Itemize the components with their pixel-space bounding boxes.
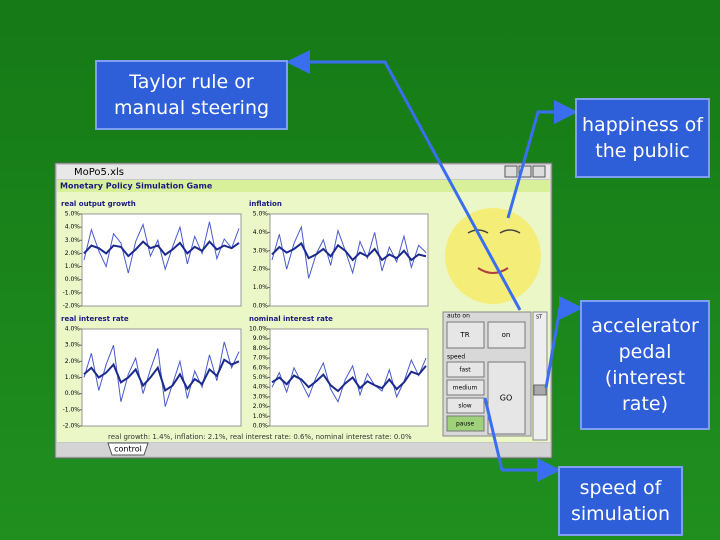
- callout-accelerator: accelerator pedal (interest rate): [580, 300, 710, 430]
- y-tick-label: 1.0%: [65, 263, 81, 270]
- panel-title: nominal interest rate: [249, 315, 333, 323]
- y-tick-label: 3.0%: [253, 247, 269, 254]
- happiness-face: [445, 208, 541, 304]
- y-tick-label: 0.0%: [253, 423, 269, 430]
- y-tick-label: 2.0%: [253, 403, 269, 410]
- face-mouth: [477, 267, 509, 274]
- close-button[interactable]: [532, 165, 546, 178]
- maximize-button[interactable]: [518, 165, 532, 178]
- speed-button[interactable]: [446, 397, 485, 414]
- y-tick-label: 0.0%: [65, 390, 81, 397]
- minimize-button[interactable]: [504, 165, 518, 178]
- panel-title: inflation: [249, 200, 282, 208]
- y-tick-label: -1.0%: [63, 406, 81, 413]
- y-tick-label: 1.0%: [65, 374, 81, 381]
- tab-label: control: [114, 445, 142, 454]
- speed-button[interactable]: [446, 379, 485, 396]
- y-tick-label: 4.0%: [253, 229, 269, 236]
- arrow-steering: [286, 50, 522, 311]
- title-bar: [57, 165, 550, 179]
- arrow-speed: [483, 397, 561, 482]
- tab-bar: [57, 443, 550, 456]
- panel-title: real interest rate: [61, 315, 129, 323]
- y-tick-label: -2.0%: [63, 303, 81, 310]
- status-line: real growth: 1.4%, inflation: 2.1%, real…: [108, 433, 412, 441]
- y-tick-label: 8.0%: [253, 345, 269, 352]
- callout-happiness: happiness of the public: [575, 98, 710, 178]
- speed-label: pause: [456, 421, 474, 428]
- series-line: [83, 240, 240, 258]
- y-tick-label: 3.0%: [65, 342, 81, 349]
- scroll-label: ST: [536, 315, 543, 321]
- callout-steering: Taylor rule or manual steering: [95, 60, 288, 130]
- y-tick-label: 0.0%: [253, 303, 269, 310]
- series-line: [83, 358, 240, 392]
- speed-button[interactable]: [446, 361, 485, 378]
- arrows: [286, 50, 583, 482]
- y-tick-label: 5.0%: [253, 211, 269, 218]
- interest-scrollbar[interactable]: [532, 311, 548, 441]
- go-label: GO: [500, 394, 513, 403]
- go-button[interactable]: [487, 361, 526, 435]
- y-tick-label: 4.0%: [65, 224, 81, 231]
- y-tick-label: 1.0%: [253, 413, 269, 420]
- callout-speed: speed of simulation: [558, 466, 683, 536]
- y-tick-label: -1.0%: [63, 289, 81, 296]
- auto-label: auto on: [447, 313, 470, 320]
- y-tick-label: 7.0%: [253, 355, 269, 362]
- plot-area: [269, 328, 429, 427]
- speed-label: slow: [458, 403, 471, 410]
- tr-label: TR: [459, 331, 469, 339]
- y-tick-label: 2.0%: [65, 358, 81, 365]
- tr-button[interactable]: [446, 321, 485, 349]
- series-line: [271, 241, 427, 262]
- arrow-happiness: [506, 100, 578, 219]
- y-tick-label: -2.0%: [63, 423, 81, 430]
- panel-title: real output growth: [61, 200, 136, 208]
- window-title: MoPo5.xls: [74, 167, 124, 178]
- header-bar: [57, 180, 550, 192]
- speed-label: speed: [447, 354, 465, 361]
- speed-button[interactable]: [446, 415, 485, 432]
- series-line: [271, 357, 427, 403]
- sheet-header: Monetary Policy Simulation Game: [60, 182, 213, 191]
- on-button[interactable]: [487, 321, 526, 349]
- y-tick-label: 10.0%: [249, 326, 268, 333]
- y-tick-label: 1.0%: [253, 284, 269, 291]
- y-tick-label: 2.0%: [253, 266, 269, 273]
- speed-label: medium: [453, 385, 478, 392]
- series-line: [271, 225, 427, 279]
- arrow-accelerator: [544, 296, 583, 389]
- scroll-thumb[interactable]: [533, 384, 547, 396]
- y-tick-label: 3.0%: [253, 393, 269, 400]
- y-tick-label: 6.0%: [253, 364, 269, 371]
- plot-area: [269, 213, 429, 307]
- y-tick-label: 9.0%: [253, 335, 269, 342]
- sheet-tab[interactable]: [107, 442, 149, 456]
- y-tick-label: 2.0%: [65, 250, 81, 257]
- series-line: [271, 365, 427, 393]
- y-tick-label: 0.0%: [65, 276, 81, 283]
- y-tick-label: 4.0%: [253, 384, 269, 391]
- speed-label: fast: [459, 367, 471, 374]
- y-tick-label: 4.0%: [65, 326, 81, 333]
- y-tick-label: 3.0%: [65, 237, 81, 244]
- y-tick-label: 5.0%: [65, 211, 81, 218]
- on-label: on: [502, 331, 511, 339]
- plot-area: [81, 213, 242, 307]
- y-tick-label: 5.0%: [253, 374, 269, 381]
